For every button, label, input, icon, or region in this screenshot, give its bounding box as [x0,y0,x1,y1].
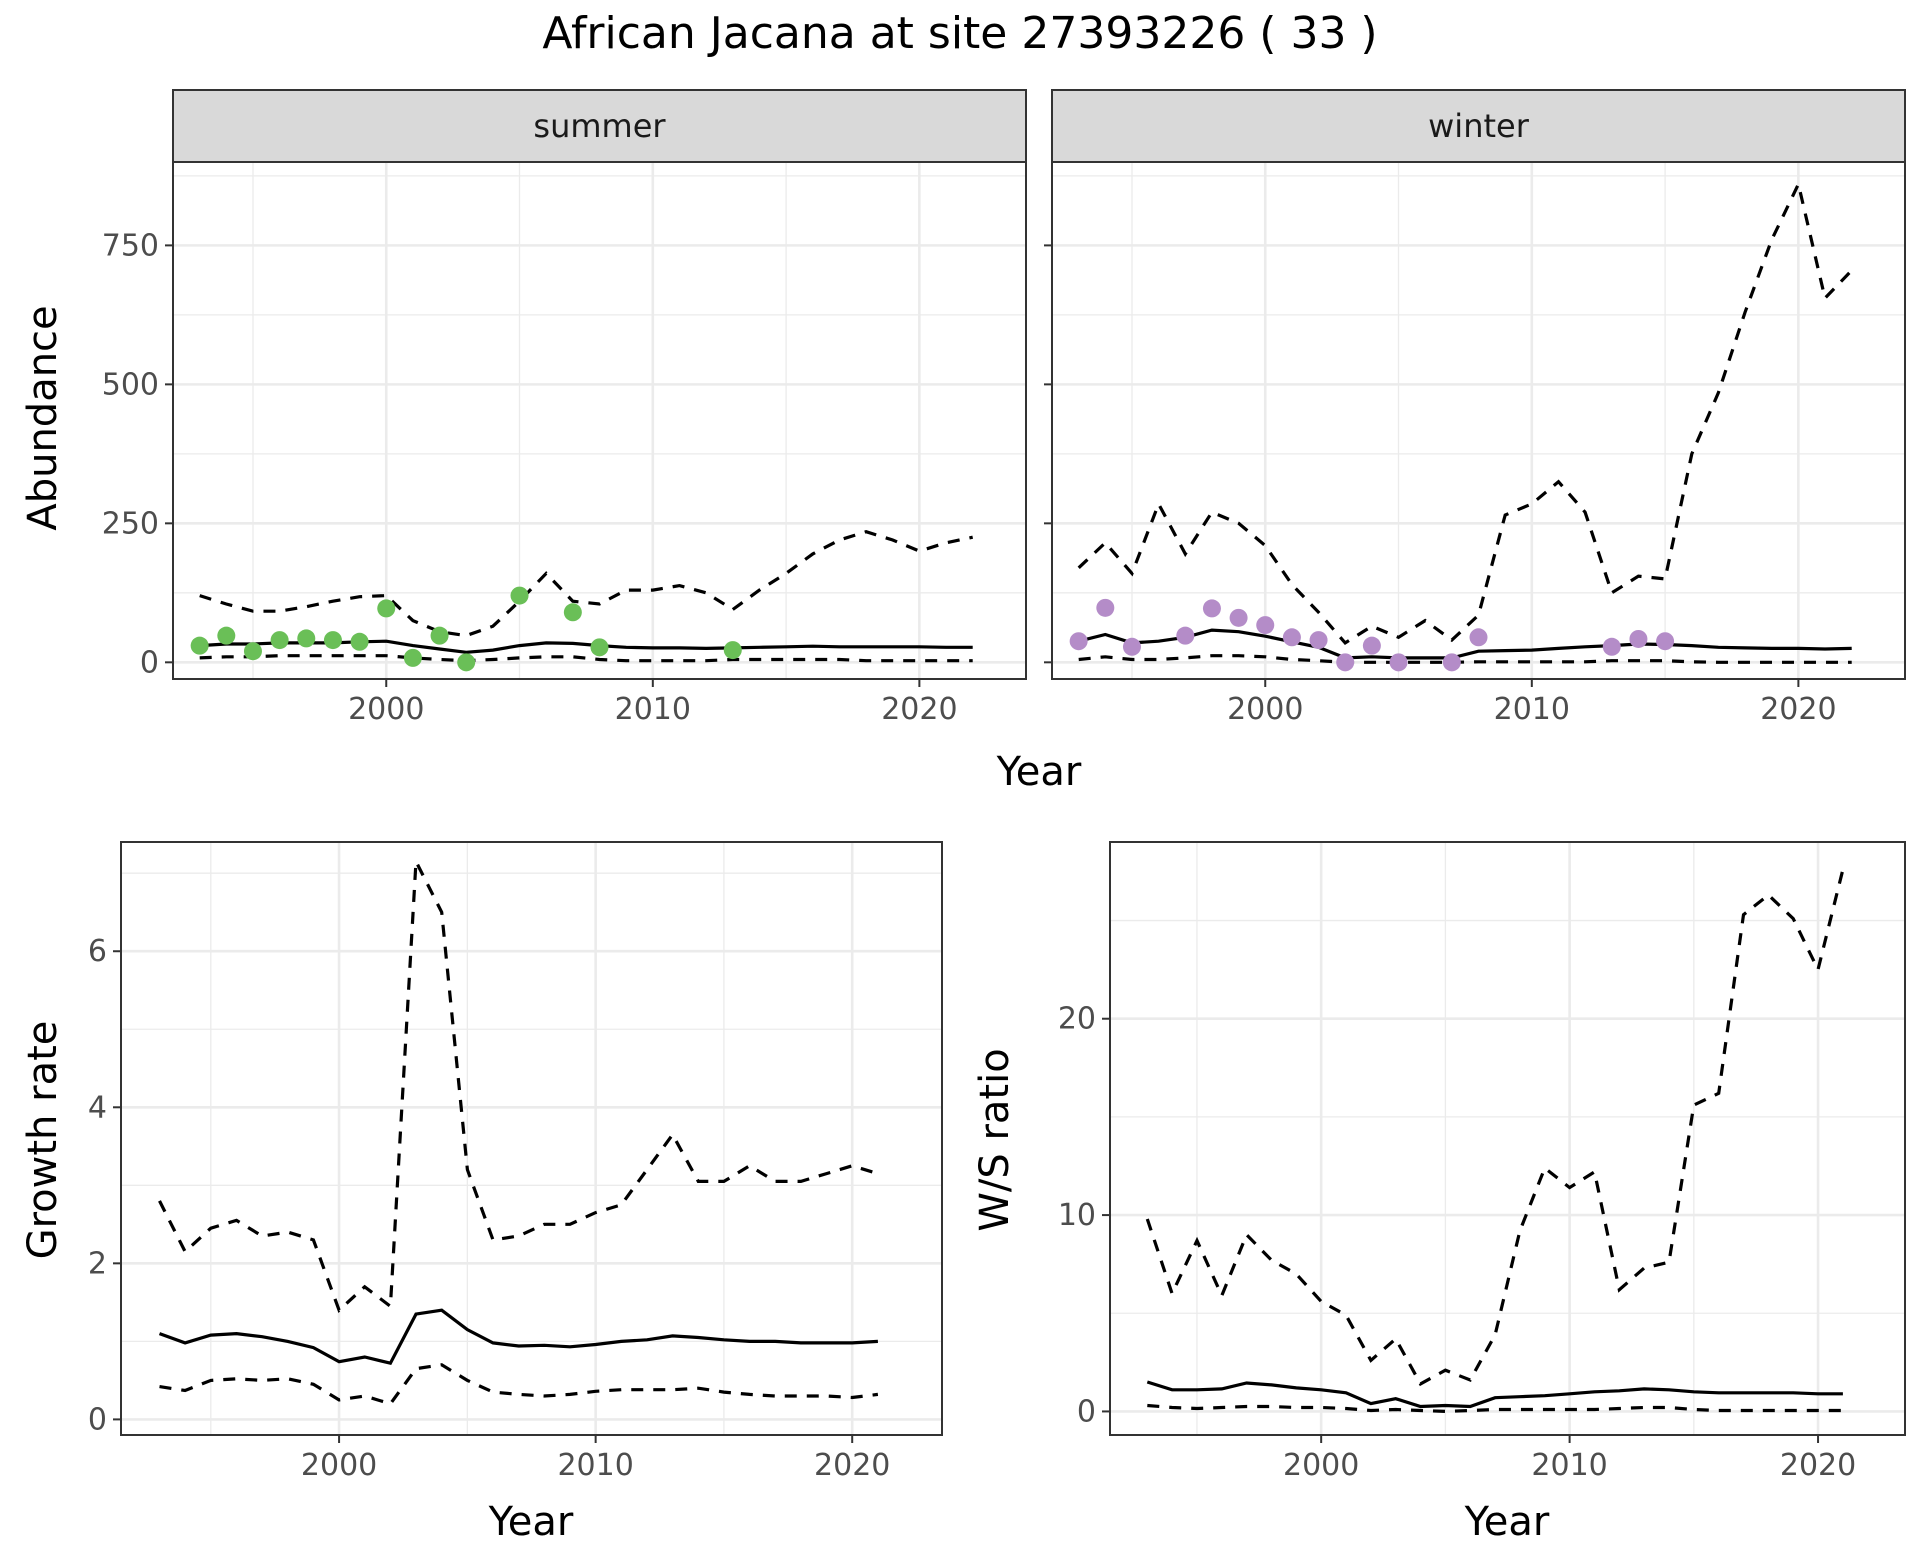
summer-strip [172,89,1027,163]
y-tick-label: 0 [88,1402,107,1437]
x-tick-label: 2010 [1531,1448,1607,1483]
observed-count-point [430,626,449,645]
y-tick-label: 10 [1058,1198,1096,1233]
plot-background [1052,162,1905,679]
observed-count-point [723,641,742,660]
upper-bound-line [199,530,974,638]
observed-count-point [1202,599,1221,618]
observed-count-point [350,632,369,651]
observed-count-point [1336,653,1355,672]
observed-count-point [1176,626,1195,645]
y-tick-label: 500 [102,367,159,402]
upper-bound-line [1077,179,1853,645]
observed-count-point [297,629,316,648]
y-tick-label: 6 [88,934,107,969]
y-tick-label: 4 [88,1090,107,1125]
upper-bound-line [158,855,879,1313]
observed-count-point [403,648,422,667]
panel-border [120,841,943,1436]
y-tick-label: 750 [102,228,159,263]
estimate-line [1146,1380,1843,1409]
x-tick-label: 2000 [348,692,424,727]
winter-strip-label: winter [1428,107,1530,145]
observed-count-point [563,603,582,622]
x-tick-label: 2000 [301,1448,377,1483]
lower-bound-line [199,654,973,663]
winter-abundance-panel: winter 2000 2010 2020 [1044,89,1906,727]
y-tick-label: 20 [1058,1002,1096,1037]
x-tick-label: 2000 [1227,692,1303,727]
observed-count-point [1309,631,1328,650]
observed-count-point [1256,616,1275,635]
plot-background [173,162,1026,679]
observed-count-point [1069,632,1088,651]
growth-rate-axis-title: Growth rate [20,1021,66,1260]
growth-rate-panel: Growth rate Year 2000 2010 2020 0 2 4 6 [20,841,943,1545]
x-tick-label: 2020 [1760,692,1836,727]
observed-count-point [1656,632,1675,651]
x-tick-label: 2010 [615,692,691,727]
ws-ratio-panel: W/S ratio Year 2000 2010 2020 0 10 20 [972,841,1906,1545]
x-tick-label: 2020 [881,692,957,727]
observed-count-point [1362,636,1381,655]
estimate-line [158,1308,878,1366]
observed-count-point [1602,637,1621,656]
x-tick-label: 2010 [1494,692,1570,727]
abundance-axis-title: Abundance [20,305,66,530]
upper-bound-line [1145,869,1845,1387]
observed-count-point [1122,637,1141,656]
panel-border [1109,841,1906,1436]
observed-count-point [1096,598,1115,617]
plot-background [1110,842,1905,1435]
observed-count-point [1282,628,1301,647]
estimate-line [1078,628,1852,660]
observed-count-point [243,642,262,661]
observed-count-point [217,626,236,645]
summer-strip-label: summer [533,107,666,145]
observed-count-point [270,631,289,650]
panel-border [1051,161,1906,680]
figure-title: African Jacana at site 27393226 ( 33 ) [542,8,1377,59]
observed-count-point [1229,608,1248,627]
lower-bound-line [1147,1403,1843,1414]
observed-count-point [1442,653,1461,672]
observed-count-point [590,638,609,657]
x-tick-label: 2000 [1283,1448,1359,1483]
y-tick-label: 0 [1077,1394,1096,1429]
observed-count-point [1629,629,1648,648]
observed-count-point [190,636,209,655]
y-tick-label: 2 [88,1246,107,1281]
ws-ratio-x-axis-title: Year [1464,1499,1550,1545]
abundance-x-axis-title: Year [996,749,1082,795]
observed-count-point [457,653,476,672]
y-tick-label: 250 [102,506,159,541]
x-tick-label: 2010 [557,1448,633,1483]
x-tick-label: 2020 [1780,1448,1856,1483]
observed-count-point [1389,653,1408,672]
panel-border [172,161,1027,680]
ws-ratio-axis-title: W/S ratio [972,1048,1018,1231]
observed-count-point [377,599,396,618]
lower-bound-line [1078,654,1852,664]
summer-abundance-panel: summer Abundance 2000 2010 2020 0 250 500 750 [20,89,1027,727]
growth-rate-x-axis-title: Year [488,1499,574,1545]
x-tick-label: 2020 [814,1448,890,1483]
observed-count-point [323,631,342,650]
winter-strip [1051,89,1906,163]
y-tick-label: 0 [140,645,159,680]
observed-count-point [510,586,529,605]
observed-count-point [1469,628,1488,647]
